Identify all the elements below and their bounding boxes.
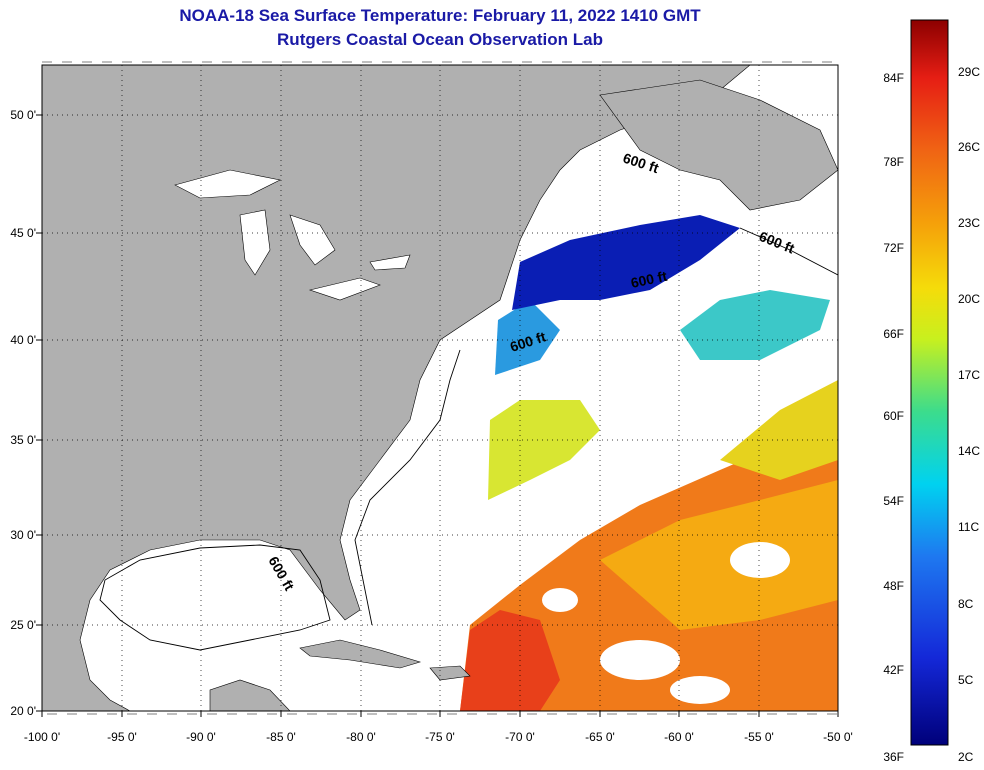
colorbar-c-label: 8C [958, 597, 974, 611]
colorbar-c-label: 17C [958, 368, 980, 382]
cloud-gap [730, 542, 790, 578]
lake-michigan [239, 209, 271, 276]
lon-tick-label: -70 0' [505, 730, 535, 744]
colorbar-f-label: 54F [883, 494, 904, 508]
isobath-label: 600 ft [629, 268, 668, 291]
colorbar-f-label: 42F [883, 663, 904, 677]
lat-tick-label: 35 0' [10, 433, 36, 447]
isobath-line-atlantic [354, 349, 461, 626]
hispaniola-land [429, 665, 471, 681]
north-america-land [42, 65, 751, 711]
colorbar-c-label: 11C [958, 520, 979, 534]
lon-tick-label: -75 0' [425, 730, 455, 744]
isobath-line-gulf [99, 544, 331, 651]
colorbar-f-label: 60F [883, 409, 904, 423]
colorbar-f-label: 36F [883, 750, 904, 764]
sst-teal-patch [680, 290, 830, 360]
cloud-gap [670, 676, 730, 704]
lon-tick-label: -90 0' [186, 730, 216, 744]
colorbar [910, 19, 949, 746]
isobath-600ft [99, 227, 838, 651]
lat-tick-label: 25 0' [10, 618, 36, 632]
colorbar-c-label: 5C [958, 673, 974, 687]
colorbar-c-label: 23C [958, 216, 980, 230]
map-title: NOAA-18 Sea Surface Temperature: Februar… [179, 6, 701, 25]
sst-data-layer [460, 215, 838, 711]
great-lakes [174, 169, 411, 301]
map-subtitle: Rutgers Coastal Ocean Observation Lab [277, 30, 603, 49]
lake-ontario [369, 254, 411, 271]
lon-tick-label: -65 0' [585, 730, 615, 744]
colorbar-c-label: 29C [958, 65, 980, 79]
colorbar-c-label: 26C [958, 140, 980, 154]
lat-tick-label: 30 0' [10, 528, 36, 542]
lon-tick-label: -55 0' [744, 730, 774, 744]
lon-tick-label: -100 0' [24, 730, 60, 744]
colorbar-c-label: 20C [958, 292, 980, 306]
lon-tick-label: -80 0' [346, 730, 376, 744]
yucatan-land [209, 679, 291, 711]
lat-tick-label: 20 0' [10, 704, 36, 718]
colorbar-f-label: 72F [883, 241, 904, 255]
sst-cool-patch [495, 300, 560, 375]
lon-tick-label: -85 0' [266, 730, 296, 744]
sst-yellow-patch-east [720, 380, 838, 480]
colorbar-f-label: 66F [883, 327, 904, 341]
sst-hot-region [460, 610, 560, 711]
lake-huron [289, 214, 336, 266]
isobath-line-grand-banks [739, 227, 838, 276]
colorbar-f-label: 48F [883, 579, 904, 593]
lat-tick-label: 40 0' [10, 333, 36, 347]
lon-tick-label: -60 0' [664, 730, 694, 744]
land-layer [42, 65, 838, 711]
colorbar-c-label: 14C [958, 444, 980, 458]
cloud-gap [542, 588, 578, 612]
colorbar-f-label: 78F [883, 155, 904, 169]
colorbar-c-label: 2C [958, 750, 974, 764]
lon-ticks [41, 711, 839, 717]
sst-orange-band [600, 480, 838, 630]
colorbar-f-label: 84F [883, 71, 904, 85]
sst-yellow-patch-west [488, 400, 600, 500]
lat-tick-label: 50 0' [10, 108, 36, 122]
sst-cold-region [512, 215, 740, 310]
lon-tick-label: -95 0' [107, 730, 137, 744]
lon-tick-label: -50 0' [823, 730, 853, 744]
labrador-newfoundland-land [599, 79, 838, 211]
cuba-land [299, 639, 422, 669]
lake-erie [308, 277, 381, 301]
lat-tick-label: 45 0' [10, 226, 36, 240]
lat-ticks [36, 114, 42, 712]
cloud-gap [600, 640, 680, 680]
